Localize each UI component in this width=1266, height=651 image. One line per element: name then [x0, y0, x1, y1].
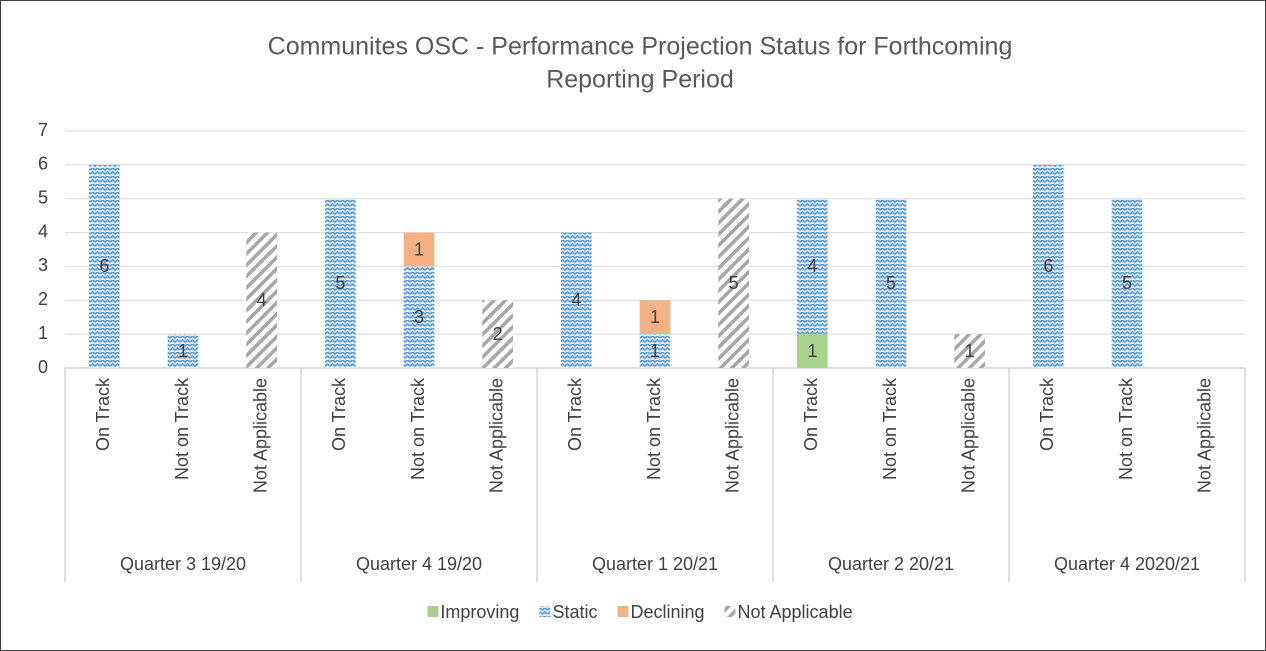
data-label: 3	[414, 307, 424, 327]
x-tick-label: Not on Track	[880, 377, 900, 480]
legend-label: Improving	[440, 602, 519, 622]
data-label: 1	[650, 341, 660, 361]
group-label: Quarter 4 19/20	[356, 554, 482, 574]
x-tick-label: Not on Track	[408, 377, 428, 480]
data-label: 1	[965, 341, 975, 361]
y-tick-label: 0	[38, 357, 48, 377]
data-label: 4	[571, 290, 581, 310]
bar-segment	[482, 300, 514, 368]
legend-swatch	[724, 606, 736, 617]
group-label: Quarter 2 20/21	[828, 554, 954, 574]
group-label: Quarter 1 20/21	[592, 554, 718, 574]
bar-segment	[639, 334, 671, 368]
bar-segment	[560, 232, 592, 368]
data-label: 5	[1122, 273, 1132, 293]
data-label: 1	[650, 307, 660, 327]
bar-segment	[718, 198, 750, 368]
data-label: 5	[729, 273, 739, 293]
data-label: 1	[178, 341, 188, 361]
chart-title: Communites OSC - Performance Projection …	[268, 33, 1013, 61]
bar-segment	[167, 334, 199, 368]
x-tick-label: On Track	[565, 377, 585, 451]
legend-swatch	[617, 606, 629, 617]
bar-segment	[796, 334, 828, 368]
y-tick-label: 6	[38, 154, 48, 174]
x-tick-label: Not on Track	[1116, 377, 1136, 480]
bar-segment	[639, 300, 671, 335]
group-label: Quarter 3 19/20	[120, 554, 246, 574]
bar-segment	[1111, 198, 1143, 368]
x-tick-label: On Track	[93, 377, 113, 451]
data-label: 4	[807, 256, 817, 276]
chart-subtitle: Reporting Period	[546, 66, 734, 94]
x-tick-label: Not Applicable	[722, 378, 742, 493]
data-label: 1	[807, 341, 817, 361]
legend-swatch	[539, 606, 551, 617]
legend-swatch	[427, 606, 439, 617]
x-tick-label: Not Applicable	[250, 378, 270, 493]
y-tick-label: 2	[38, 289, 48, 309]
x-tick-label: On Track	[1037, 377, 1057, 451]
x-tick-label: Not Applicable	[486, 378, 506, 493]
legend: Improving Static Declining Not Applicable	[427, 602, 853, 622]
data-label: 6	[99, 256, 109, 276]
y-tick-label: 7	[38, 120, 48, 140]
group-label: Quarter 4 2020/21	[1054, 554, 1200, 574]
x-tick-label: Not Applicable	[958, 378, 978, 493]
bar-segment	[324, 198, 356, 368]
x-tick-label: Not Applicable	[1194, 378, 1214, 493]
data-label: 5	[886, 273, 896, 293]
bar-segment	[954, 334, 986, 368]
data-label: 6	[1043, 256, 1053, 276]
data-label: 2	[493, 324, 503, 344]
legend-label: Not Applicable	[738, 602, 853, 622]
bar-segment	[403, 232, 435, 267]
bar-segment	[246, 232, 278, 368]
data-label: 1	[414, 239, 424, 259]
data-label: 4	[257, 290, 267, 310]
y-tick-label: 5	[38, 187, 48, 207]
bar-segment	[1032, 164, 1064, 368]
y-tick-label: 3	[38, 255, 48, 275]
legend-label: Declining	[630, 602, 704, 622]
bar-segment	[875, 198, 907, 368]
bar-segment	[403, 266, 435, 368]
y-tick-label: 1	[38, 323, 48, 343]
x-tick-label: On Track	[801, 377, 821, 451]
x-tick-label: Not on Track	[172, 377, 192, 480]
x-tick-label: Not on Track	[644, 377, 664, 480]
bar-segment	[796, 198, 828, 335]
data-label: 5	[335, 273, 345, 293]
bar-segment	[88, 164, 120, 368]
x-tick-label: On Track	[329, 377, 349, 451]
y-tick-label: 4	[38, 221, 48, 241]
legend-label: Static	[552, 602, 597, 622]
